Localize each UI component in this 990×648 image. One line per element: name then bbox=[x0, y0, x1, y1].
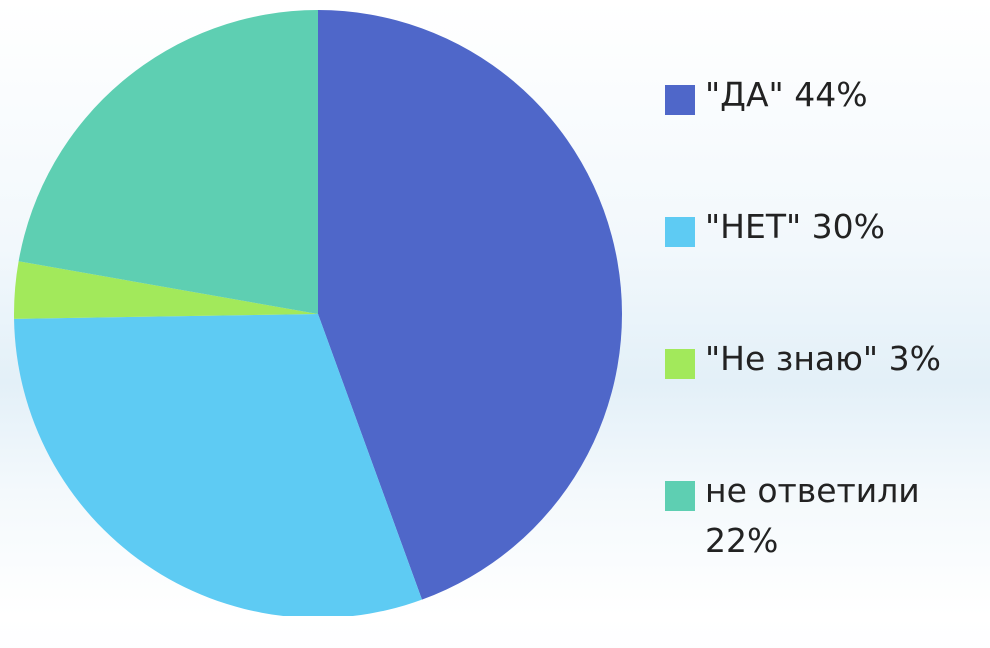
pie-slice bbox=[14, 314, 422, 616]
legend-label: не ответили 22% bbox=[705, 471, 920, 560]
legend-item: не ответили 22% bbox=[665, 466, 990, 566]
legend-swatch bbox=[665, 217, 695, 247]
pie-slice bbox=[18, 10, 319, 314]
pie-slice bbox=[318, 10, 622, 600]
legend: "ДА" 44% "НЕТ" 30% "Не знаю" 3% не ответили… bbox=[665, 70, 990, 648]
page: "ДА" 44% "НЕТ" 30% "Не знаю" 3% не ответили… bbox=[0, 0, 990, 616]
legend-swatch bbox=[665, 481, 695, 511]
legend-item: "Не знаю" 3% bbox=[665, 334, 990, 384]
legend-swatch bbox=[665, 349, 695, 379]
pie-slice bbox=[13, 261, 318, 319]
legend-swatch bbox=[665, 85, 695, 115]
pie-chart bbox=[13, 10, 622, 616]
legend-item: "ДА" 44% bbox=[665, 70, 990, 120]
legend-label: "НЕТ" 30% bbox=[705, 207, 886, 246]
legend-label: "ДА" 44% bbox=[705, 75, 868, 114]
legend-item: "НЕТ" 30% bbox=[665, 202, 990, 252]
legend-label: "Не знаю" 3% bbox=[705, 339, 941, 378]
